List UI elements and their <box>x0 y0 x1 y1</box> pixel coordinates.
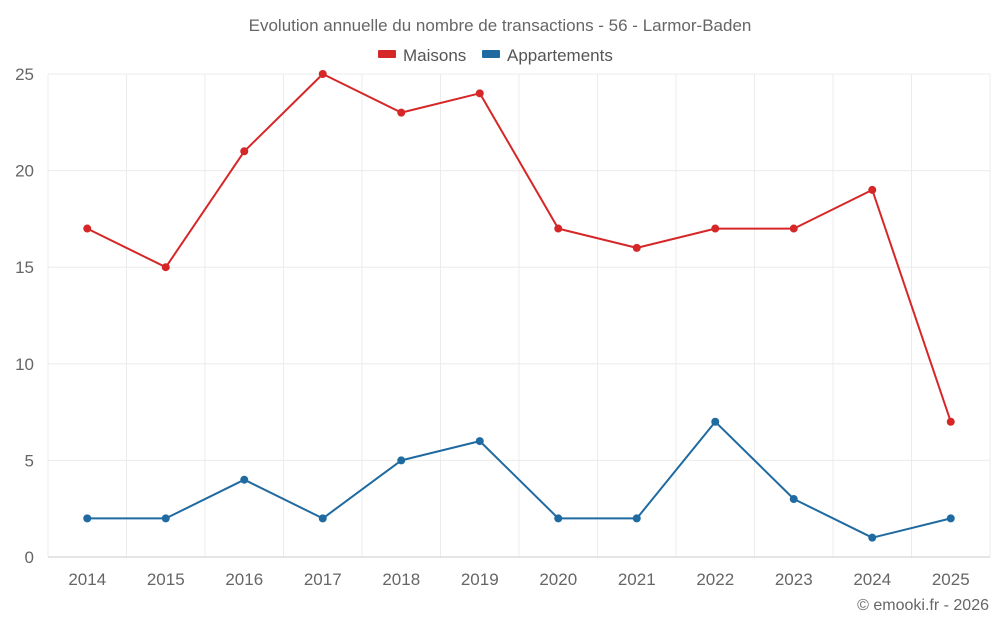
data-point-maisons-2023[interactable] <box>789 224 798 233</box>
x-tick-label-2024: 2024 <box>853 570 891 589</box>
data-point-appartements-2020[interactable] <box>554 514 563 523</box>
legend-label-appartements: Appartements <box>507 46 613 65</box>
series-line-appartements <box>87 420 952 539</box>
data-point-maisons-2020[interactable] <box>554 224 563 233</box>
data-point-appartements-2018[interactable] <box>397 456 406 465</box>
data-point-maisons-2014[interactable] <box>83 224 92 233</box>
legend-label-maisons: Maisons <box>403 46 466 65</box>
data-point-maisons-2022[interactable] <box>711 224 720 233</box>
x-tick-label-2022: 2022 <box>696 570 734 589</box>
legend-swatch-appartements <box>482 50 500 58</box>
y-tick-label-0: 0 <box>25 548 34 567</box>
data-point-maisons-2016[interactable] <box>240 147 249 156</box>
x-tick-label-2020: 2020 <box>539 570 577 589</box>
y-tick-label-5: 5 <box>25 451 34 470</box>
data-point-appartements-2016[interactable] <box>240 475 249 484</box>
x-tick-label-2018: 2018 <box>382 570 420 589</box>
y-tick-label-20: 20 <box>15 162 34 181</box>
data-point-maisons-2025[interactable] <box>946 417 955 426</box>
x-tick-label-2014: 2014 <box>68 570 106 589</box>
legend-item-maisons[interactable]: Maisons <box>378 46 466 65</box>
series-line-maisons <box>86 73 952 423</box>
x-tick-label-2015: 2015 <box>147 570 185 589</box>
x-tick-label-2023: 2023 <box>775 570 813 589</box>
data-point-appartements-2014[interactable] <box>83 514 92 523</box>
x-tick-label-2017: 2017 <box>304 570 342 589</box>
data-point-maisons-2017[interactable] <box>318 70 327 78</box>
data-point-maisons-2024[interactable] <box>868 185 877 194</box>
series <box>83 70 955 542</box>
data-point-maisons-2018[interactable] <box>397 108 406 117</box>
data-point-appartements-2015[interactable] <box>161 514 170 523</box>
data-point-appartements-2025[interactable] <box>946 514 955 523</box>
legend-item-appartements[interactable]: Appartements <box>482 46 613 65</box>
data-point-appartements-2017[interactable] <box>318 514 327 523</box>
data-point-appartements-2021[interactable] <box>632 514 641 523</box>
legend-swatch-maisons <box>378 50 396 58</box>
x-tick-label-2025: 2025 <box>932 570 970 589</box>
data-point-appartements-2022[interactable] <box>711 417 720 426</box>
data-point-appartements-2023[interactable] <box>789 495 798 504</box>
data-point-appartements-2024[interactable] <box>868 533 877 542</box>
legend: Maisons Appartements <box>378 46 613 65</box>
data-point-maisons-2021[interactable] <box>632 243 641 252</box>
data-point-maisons-2019[interactable] <box>475 89 484 98</box>
data-point-appartements-2019[interactable] <box>475 437 484 446</box>
chart-title: Evolution annuelle du nombre de transact… <box>249 16 752 35</box>
y-tick-label-15: 15 <box>15 258 34 277</box>
x-tick-label-2021: 2021 <box>618 570 656 589</box>
data-point-maisons-2015[interactable] <box>161 263 170 272</box>
x-tick-label-2016: 2016 <box>225 570 263 589</box>
y-tick-label-10: 10 <box>15 355 34 374</box>
y-tick-label-25: 25 <box>15 65 34 84</box>
x-tick-label-2019: 2019 <box>461 570 499 589</box>
grid <box>47 73 991 557</box>
credit-text: © emooki.fr - 2026 <box>857 597 989 614</box>
